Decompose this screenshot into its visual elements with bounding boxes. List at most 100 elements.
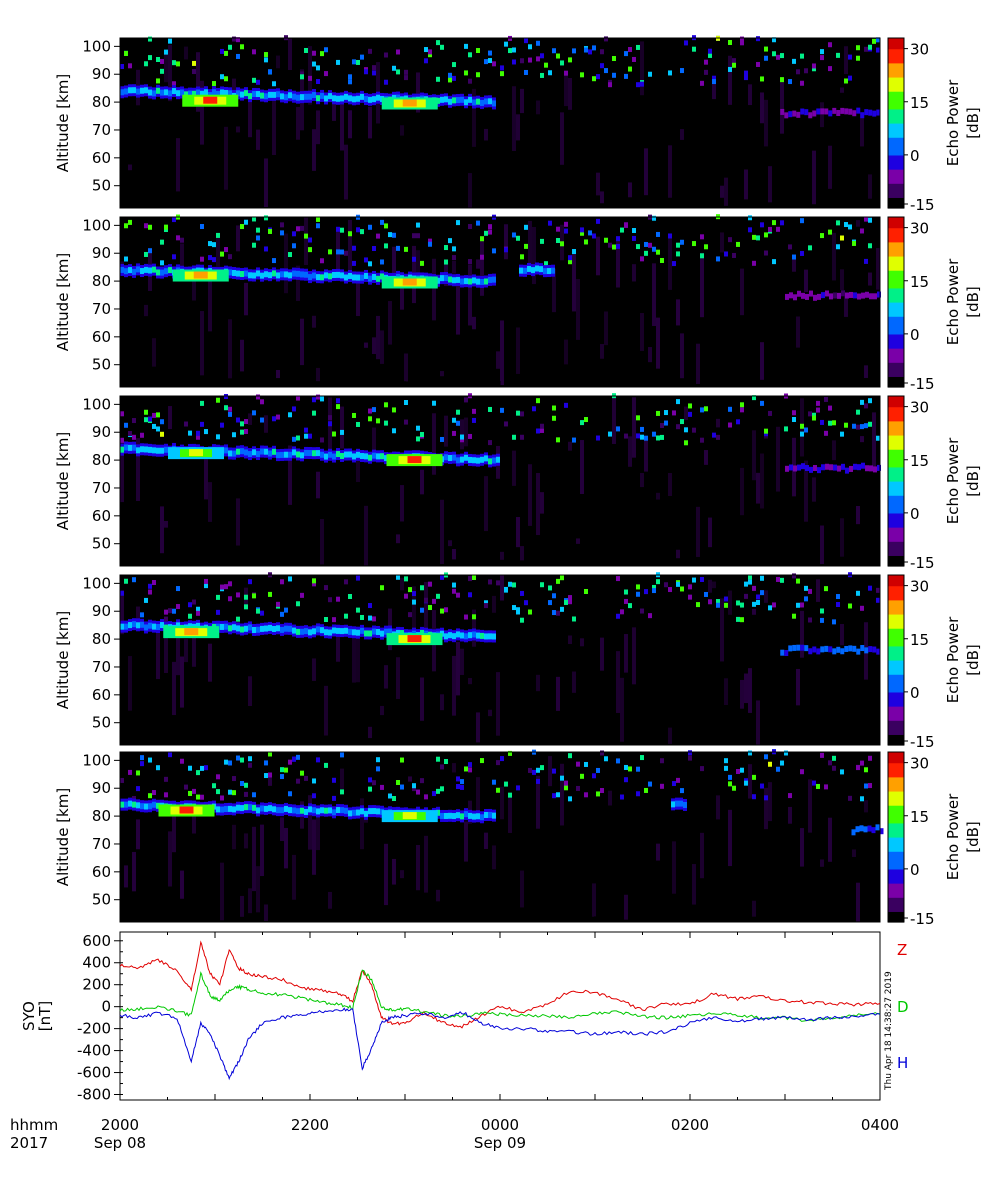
echo-cell — [564, 228, 568, 234]
noise-streak — [308, 46, 312, 105]
late-layer-cell — [812, 646, 817, 653]
echo-cell — [388, 232, 392, 238]
late-layer-cell — [861, 462, 865, 469]
echo-cell — [368, 416, 372, 422]
echo-cell — [652, 431, 656, 437]
xtick-date-label: Sep 08 — [94, 1134, 146, 1152]
noise-streak — [728, 55, 732, 105]
echo-cell — [636, 244, 640, 250]
echo-cell — [412, 599, 416, 605]
colorbar-step — [888, 904, 904, 909]
late-layer-cell — [864, 647, 869, 654]
echo-cell — [480, 758, 484, 764]
echo-cell — [856, 409, 860, 415]
noise-streak — [400, 125, 404, 136]
echo-cells — [120, 749, 884, 922]
noise-streak — [748, 668, 752, 713]
echo-cell — [548, 220, 552, 226]
echo-cell — [840, 769, 844, 775]
colorbar-tick-label: -15 — [910, 733, 935, 751]
layer-cell — [148, 803, 152, 810]
layer-cell — [320, 274, 324, 281]
echo-cell — [456, 420, 460, 426]
echo-cell — [264, 246, 268, 252]
noise-streak — [816, 579, 820, 602]
colorbar-step — [888, 348, 904, 353]
echo-cell — [728, 406, 732, 412]
echo-cell — [520, 617, 524, 623]
colorbar-step — [888, 76, 904, 82]
layer-cell — [448, 454, 452, 461]
noise-streak — [276, 55, 280, 69]
layer-cell — [248, 804, 252, 811]
echo-cell — [120, 590, 124, 596]
echo-cell — [520, 434, 524, 440]
noise-streak — [744, 673, 748, 704]
echo-cell — [224, 247, 228, 253]
noise-streak — [752, 900, 756, 917]
echo-cell — [436, 788, 440, 794]
colorbar-step — [888, 766, 904, 771]
echo-cell — [540, 582, 544, 588]
colorbar-step — [888, 596, 904, 601]
echo-cell — [624, 51, 628, 57]
noise-streak — [748, 84, 752, 106]
echo-cell — [584, 792, 588, 798]
noise-streak — [288, 445, 292, 505]
layer-cell — [256, 91, 260, 98]
colorbar-step — [888, 527, 904, 532]
echo-cell — [396, 245, 400, 251]
noise-streak — [248, 888, 252, 914]
layer-cell — [356, 274, 360, 281]
noise-streak — [384, 843, 388, 906]
echo-cell — [312, 397, 316, 403]
colorbar-step — [888, 822, 904, 827]
colorbar-step — [888, 914, 904, 920]
layer-cell — [284, 625, 288, 632]
colorbar-step — [888, 302, 904, 307]
layer-cell — [224, 447, 228, 454]
layer-cell — [496, 456, 500, 463]
layer-cell — [120, 266, 124, 273]
layer-cell — [228, 90, 232, 97]
echo-cell — [740, 617, 744, 623]
echo-cell — [120, 777, 124, 783]
colorbar-step — [888, 403, 904, 408]
echo-cell — [800, 431, 804, 437]
noise-streak — [500, 551, 504, 560]
noise-streak — [840, 623, 844, 646]
noise-streak — [296, 106, 300, 140]
noise-streak — [764, 787, 768, 830]
echo-cell — [752, 260, 756, 266]
noise-streak — [200, 311, 204, 376]
colorbar-step — [888, 154, 904, 160]
echo-cell — [224, 759, 228, 765]
noise-streak — [340, 406, 344, 449]
echo-cell — [636, 584, 640, 590]
echo-cell — [776, 226, 780, 232]
layer-cell — [460, 278, 464, 285]
echo-cell — [488, 50, 492, 56]
echo-cell — [760, 783, 764, 789]
echo-cell — [420, 260, 424, 266]
noise-streak — [724, 177, 728, 206]
echo-cell — [252, 410, 256, 416]
layer-cell — [356, 809, 360, 816]
noise-streak — [204, 459, 208, 500]
echo-cell — [624, 764, 628, 770]
echo-cell — [680, 68, 684, 74]
noise-streak — [820, 525, 824, 565]
late-layer-cell — [837, 292, 841, 299]
echo-cell — [280, 579, 284, 585]
noise-streak — [452, 763, 456, 773]
echo-cell — [808, 617, 812, 623]
colorbar-step — [888, 783, 904, 789]
echo-cell — [812, 780, 816, 786]
echo-cell — [704, 69, 708, 75]
colorbar-step — [888, 606, 904, 612]
colorbar-step — [888, 691, 904, 697]
echo-cell — [676, 777, 680, 783]
echo-cell — [704, 591, 708, 597]
late-layer-cell — [820, 646, 825, 653]
noise-streak — [464, 417, 468, 447]
